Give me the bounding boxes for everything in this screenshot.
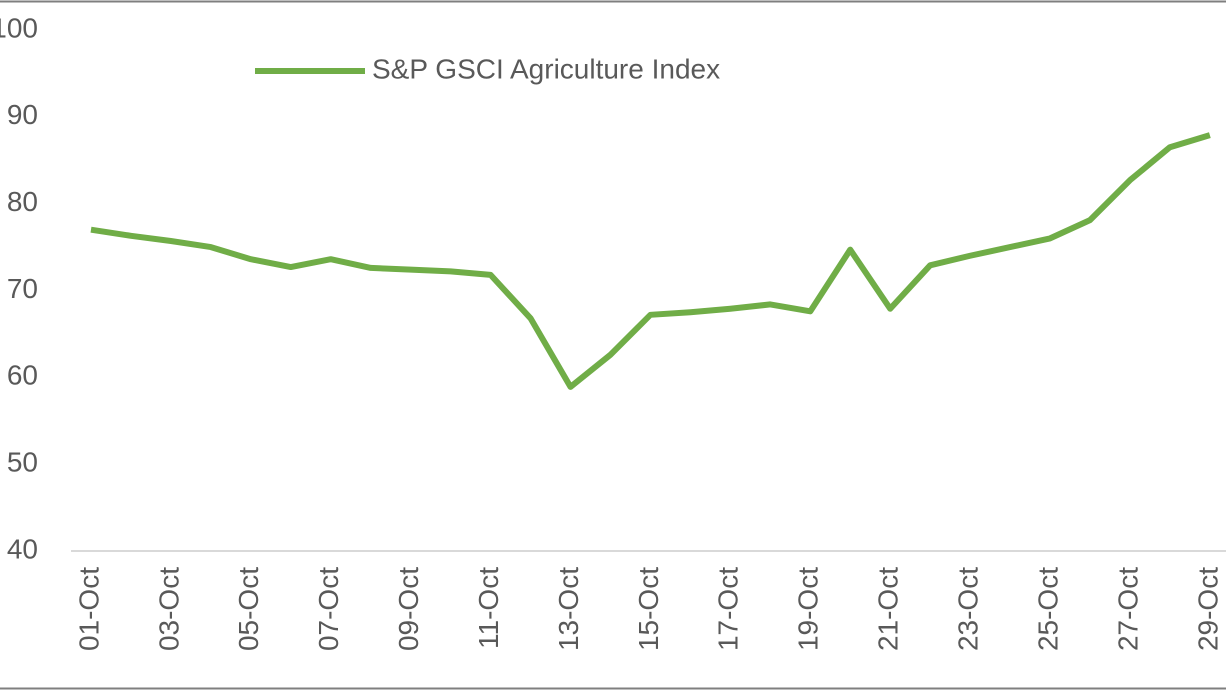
x-tick-label: 15-Oct (633, 567, 664, 651)
x-tick-label: 23-Oct (952, 567, 983, 651)
y-tick-label: 90 (7, 99, 38, 130)
x-tick-label: 03-Oct (153, 567, 184, 651)
x-tick-label: 07-Oct (313, 567, 344, 651)
y-tick-label: 50 (7, 447, 38, 478)
y-tick-label: 40 (7, 533, 38, 564)
x-tick-label: 25-Oct (1032, 567, 1063, 651)
series-line (90, 132, 1211, 390)
x-tick-label: 19-Oct (793, 567, 824, 651)
legend-label: S&P GSCI Agriculture Index (372, 53, 720, 84)
y-tick-label: 100 (0, 12, 38, 43)
x-tick-label: 09-Oct (393, 567, 424, 651)
y-tick-label: 60 (7, 360, 38, 391)
y-tick-label: 70 (7, 273, 38, 304)
x-tick-label: 27-Oct (1112, 567, 1143, 651)
x-tick-label: 11-Oct (473, 567, 504, 649)
x-tick-label: 17-Oct (713, 567, 744, 651)
x-tick-label: 21-Oct (873, 567, 904, 651)
x-tick-label: 13-Oct (553, 567, 584, 651)
x-tick-label: 01-Oct (73, 567, 104, 651)
x-tick-label: 05-Oct (233, 567, 264, 651)
x-tick-label: 29-Oct (1192, 567, 1223, 651)
y-tick-label: 80 (7, 186, 38, 217)
